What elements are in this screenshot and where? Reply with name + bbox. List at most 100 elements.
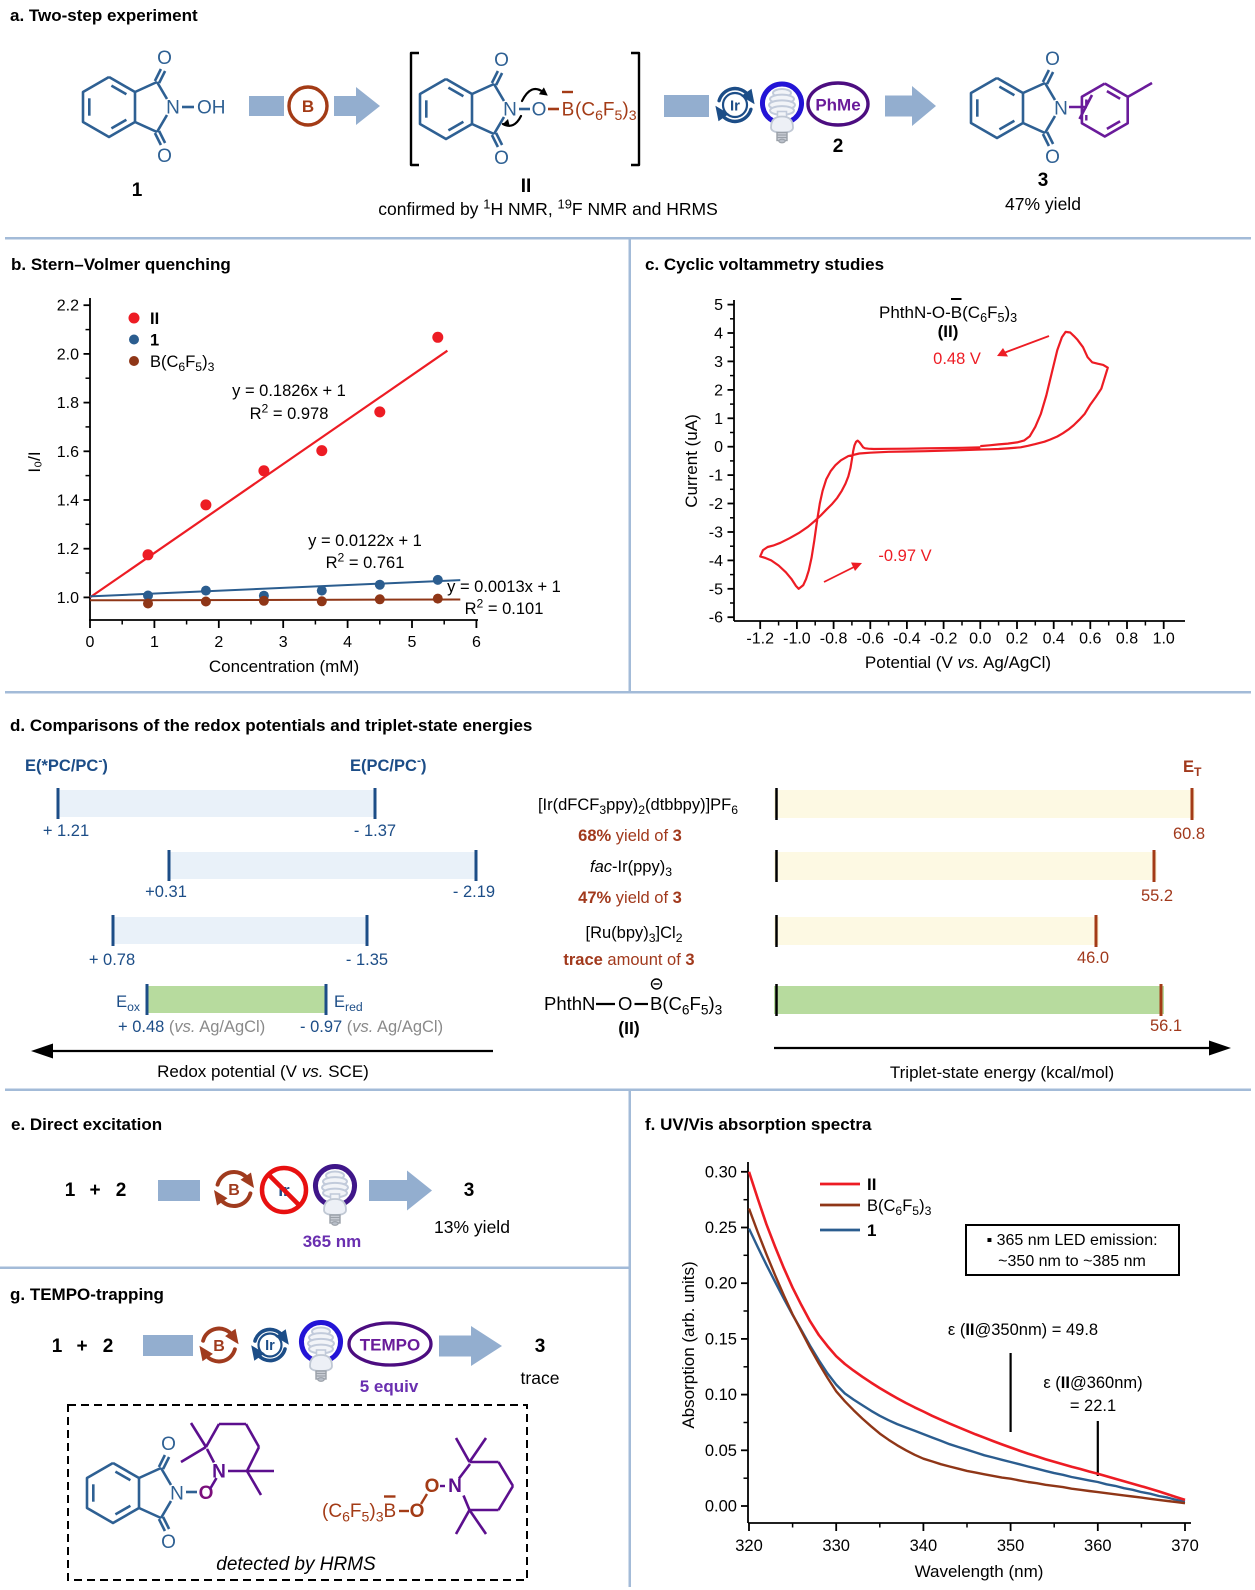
svg-text:Wavelength (nm): Wavelength (nm): [915, 1562, 1044, 1581]
svg-text:b. Stern–Volmer quenching: b. Stern–Volmer quenching: [11, 255, 231, 274]
svg-text:e. Direct excitation: e. Direct excitation: [11, 1115, 162, 1134]
svg-text:1: 1: [714, 411, 723, 428]
svg-text:+ 1.21: + 1.21: [43, 822, 89, 840]
svg-text:ε (II@350nm) = 49.8: ε (II@350nm) = 49.8: [948, 1321, 1098, 1339]
svg-text:1: 1: [150, 634, 159, 651]
svg-text:y = 0.0122x + 1: y = 0.0122x + 1: [308, 532, 422, 550]
svg-text:ε (II@360nm): ε (II@360nm): [1043, 1374, 1142, 1392]
svg-text:- 2.19: - 2.19: [453, 883, 495, 901]
svg-text:O: O: [161, 1532, 176, 1553]
svg-text:1.6: 1.6: [57, 444, 79, 461]
svg-text:3: 3: [279, 634, 288, 651]
svg-text:-1: -1: [709, 468, 723, 485]
svg-text:-0.4: -0.4: [893, 631, 921, 648]
svg-text:3: 3: [1038, 170, 1049, 191]
svg-text:0.0: 0.0: [969, 631, 991, 648]
svg-text:= 22.1: = 22.1: [1070, 1397, 1116, 1415]
svg-text:-1.0: -1.0: [783, 631, 811, 648]
svg-text:0.30: 0.30: [705, 1163, 737, 1181]
svg-text:confirmed by 1​H NMR, 19​F NMR: confirmed by 1​H NMR, 19​F NMR and HRMS: [378, 196, 718, 219]
svg-text:330: 330: [822, 1537, 850, 1555]
svg-text:O: O: [157, 146, 172, 167]
svg-text:O: O: [161, 1434, 176, 1455]
svg-text:Potential (V vs. Ag/AgCl): Potential (V vs. Ag/AgCl): [865, 653, 1051, 672]
svg-text:N: N: [166, 98, 180, 119]
svg-text:60.8: 60.8: [1173, 825, 1205, 843]
svg-text:O: O: [157, 48, 172, 69]
svg-text:0.25: 0.25: [705, 1219, 737, 1237]
svg-text:2: 2: [214, 634, 223, 651]
svg-text:TEMPO: TEMPO: [360, 1336, 420, 1355]
svg-text:y = 0.1826x + 1: y = 0.1826x + 1: [232, 382, 346, 400]
svg-text:(II): (II): [938, 322, 959, 341]
svg-text:Eox​: Eox​: [116, 993, 140, 1014]
svg-text:Redox potential (V vs. SCE): Redox potential (V vs. SCE): [157, 1062, 369, 1081]
svg-text:E(*PC/PC-​): E(*PC/PC-​): [25, 754, 108, 775]
svg-text:(C6​F5​)3​: (C6​F5​)3​: [575, 100, 637, 124]
svg-text:5: 5: [714, 297, 723, 314]
svg-text:B: B: [213, 1338, 225, 1355]
svg-text:47% yield of 3: 47% yield of 3: [578, 889, 682, 907]
svg-text:II: II: [150, 310, 159, 328]
svg-text:O: O: [532, 100, 547, 121]
svg-text:PhMe: PhMe: [815, 96, 860, 115]
svg-text:68% yield of 3: 68% yield of 3: [578, 827, 682, 845]
svg-text:a. Two-step experiment: a. Two-step experiment: [10, 6, 198, 25]
svg-text:-6: -6: [709, 610, 723, 627]
svg-text:0.48 V: 0.48 V: [933, 350, 981, 368]
svg-text:O: O: [410, 1501, 425, 1522]
svg-text:1.4: 1.4: [57, 493, 79, 510]
svg-text:N: N: [170, 1484, 184, 1505]
svg-text:Absorption (arb. units): Absorption (arb. units): [679, 1261, 698, 1428]
svg-text:O: O: [1045, 49, 1060, 70]
svg-text:+0.31: +0.31: [145, 883, 187, 901]
svg-text:+: +: [76, 1336, 87, 1357]
svg-text:N: N: [448, 1476, 462, 1497]
svg-text:1: 1: [150, 332, 159, 350]
svg-text:Ered​: Ered​: [334, 993, 363, 1014]
svg-text:B(C6​F5​)3​: B(C6​F5​)3​: [150, 353, 215, 374]
svg-text:6: 6: [472, 634, 481, 651]
svg-text:Concentration (mM): Concentration (mM): [209, 657, 359, 676]
svg-text:1.2: 1.2: [57, 541, 79, 558]
svg-text:Ir: Ir: [265, 1338, 275, 1354]
svg-text:- 0.97 (vs. Ag/AgCl): - 0.97 (vs. Ag/AgCl): [300, 1018, 443, 1036]
svg-text:5: 5: [408, 634, 417, 651]
svg-text:3: 3: [714, 354, 723, 371]
svg-text:-1.2: -1.2: [746, 631, 774, 648]
svg-text:1: 1: [65, 1180, 76, 1201]
svg-text:R2​ = 0.101: R2​ = 0.101: [465, 597, 544, 618]
svg-text:N: N: [503, 100, 517, 121]
svg-text:360: 360: [1084, 1537, 1112, 1555]
svg-text:-0.8: -0.8: [820, 631, 848, 648]
svg-text:B(C6​F5​)3​: B(C6​F5​)3​: [867, 1197, 932, 1218]
svg-text:46.0: 46.0: [1077, 949, 1109, 967]
svg-text:0.00: 0.00: [705, 1498, 737, 1516]
svg-text:1: 1: [52, 1336, 63, 1357]
svg-text:2: 2: [714, 382, 723, 399]
svg-text:0.15: 0.15: [705, 1330, 737, 1348]
svg-text:N: N: [1054, 99, 1068, 120]
svg-text:▪ 365 nm LED emission:: ▪ 365 nm LED emission:: [986, 1232, 1157, 1249]
svg-text:-4: -4: [709, 553, 723, 570]
svg-text:B: B: [228, 1182, 240, 1199]
svg-text:I₀/I: I₀/I: [25, 451, 44, 472]
svg-text:55.2: 55.2: [1141, 887, 1173, 905]
svg-text:2: 2: [116, 1180, 127, 1201]
svg-text:y = 0.0013x + 1: y = 0.0013x + 1: [447, 578, 561, 596]
svg-text:370: 370: [1171, 1537, 1199, 1555]
svg-text:0.4: 0.4: [1043, 631, 1065, 648]
svg-text:trace: trace: [521, 1368, 560, 1388]
svg-text:0.6: 0.6: [1079, 631, 1101, 648]
svg-text:B: B: [562, 100, 575, 121]
svg-text:O: O: [1045, 147, 1060, 168]
svg-text:1.8: 1.8: [57, 395, 79, 412]
svg-text:- 1.35: - 1.35: [346, 951, 388, 969]
svg-text:0: 0: [86, 634, 95, 651]
svg-text:3: 3: [535, 1336, 546, 1357]
svg-text:0.10: 0.10: [705, 1386, 737, 1404]
svg-text:(C6​F5​)3​B: (C6​F5​)3​B: [322, 1501, 396, 1525]
svg-text:-0.97 V: -0.97 V: [878, 547, 931, 565]
svg-text:340: 340: [910, 1537, 938, 1555]
svg-text:-3: -3: [709, 525, 723, 542]
